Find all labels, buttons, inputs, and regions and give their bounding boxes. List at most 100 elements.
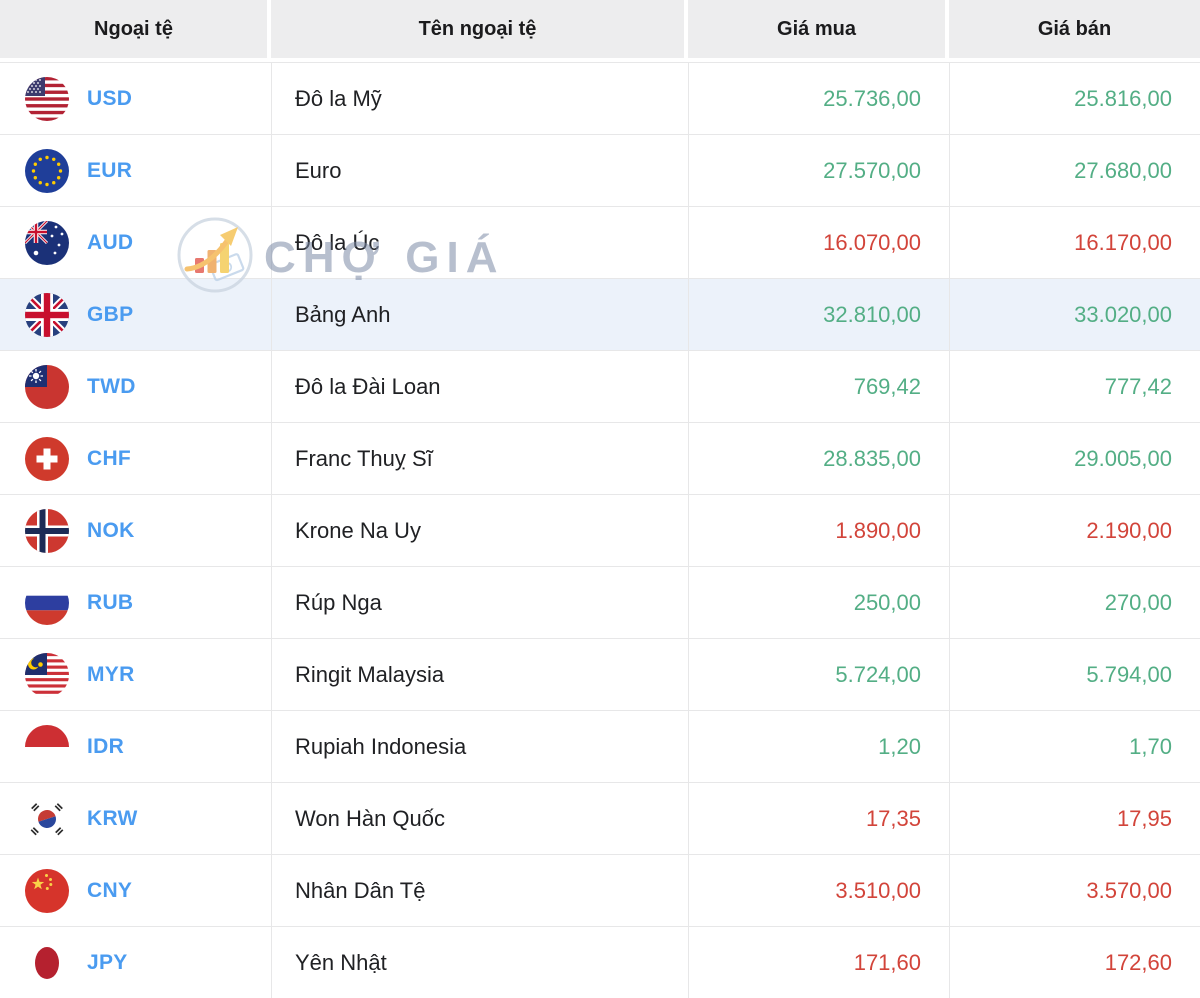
buy-price: 250,00 bbox=[854, 590, 921, 616]
sell-price-cell: 3.570,00 bbox=[949, 855, 1200, 926]
column-header-label: Giá mua bbox=[777, 18, 856, 41]
currency-name-cell: Ringit Malaysia bbox=[271, 639, 688, 710]
currency-cell: MYR bbox=[0, 639, 271, 710]
ru-flag-icon bbox=[25, 581, 69, 625]
buy-price: 32.810,00 bbox=[823, 302, 921, 328]
currency-name-cell: Rupiah Indonesia bbox=[271, 711, 688, 782]
table-row[interactable]: RUB Rúp Nga 250,00 270,00 bbox=[0, 566, 1200, 638]
sell-price: 29.005,00 bbox=[1074, 446, 1172, 472]
currency-code: AUD bbox=[87, 231, 133, 255]
table-row[interactable]: NOK Krone Na Uy 1.890,00 2.190,00 bbox=[0, 494, 1200, 566]
currency-code: KRW bbox=[87, 807, 138, 831]
currency-cell: AUD bbox=[0, 207, 271, 278]
buy-price-cell: 32.810,00 bbox=[688, 279, 949, 350]
column-header-label: Tên ngoại tệ bbox=[419, 18, 537, 41]
table-row[interactable]: KRW Won Hàn Quốc 17,35 17,95 bbox=[0, 782, 1200, 854]
buy-price-cell: 5.724,00 bbox=[688, 639, 949, 710]
table-row[interactable]: MYR Ringit Malaysia 5.724,00 5.794,00 bbox=[0, 638, 1200, 710]
sell-price: 27.680,00 bbox=[1074, 158, 1172, 184]
currency-name: Euro bbox=[295, 158, 341, 184]
currency-name: Won Hàn Quốc bbox=[295, 806, 445, 832]
column-header-label: Ngoại tệ bbox=[94, 18, 173, 41]
sell-price-cell: 27.680,00 bbox=[949, 135, 1200, 206]
kr-flag-icon bbox=[25, 797, 69, 841]
table-row[interactable]: CNY Nhân Dân Tệ 3.510,00 3.570,00 bbox=[0, 854, 1200, 926]
currency-code: USD bbox=[87, 87, 132, 111]
currency-name-cell: Euro bbox=[271, 135, 688, 206]
currency-name: Krone Na Uy bbox=[295, 518, 421, 544]
table-row[interactable]: CHF Franc Thuỵ Sĩ 28.835,00 29.005,00 bbox=[0, 422, 1200, 494]
currency-name-cell: Krone Na Uy bbox=[271, 495, 688, 566]
currency-name-cell: Yên Nhật bbox=[271, 927, 688, 998]
currency-code: CHF bbox=[87, 447, 131, 471]
buy-price: 171,60 bbox=[854, 950, 921, 976]
table-header: Ngoại tệ Tên ngoại tệ Giá mua Giá bán bbox=[0, 0, 1200, 58]
currency-code: CNY bbox=[87, 879, 132, 903]
ch-flag-icon bbox=[25, 437, 69, 481]
sell-price: 270,00 bbox=[1105, 590, 1172, 616]
sell-price: 5.794,00 bbox=[1086, 662, 1172, 688]
sell-price: 17,95 bbox=[1117, 806, 1172, 832]
sell-price-cell: 17,95 bbox=[949, 783, 1200, 854]
buy-price: 27.570,00 bbox=[823, 158, 921, 184]
currency-cell: EUR bbox=[0, 135, 271, 206]
buy-price: 769,42 bbox=[854, 374, 921, 400]
currency-code: JPY bbox=[87, 951, 128, 975]
no-flag-icon bbox=[25, 509, 69, 553]
currency-code: TWD bbox=[87, 375, 136, 399]
buy-price: 17,35 bbox=[866, 806, 921, 832]
buy-price-cell: 1.890,00 bbox=[688, 495, 949, 566]
buy-price-cell: 1,20 bbox=[688, 711, 949, 782]
table-row[interactable]: EUR Euro 27.570,00 27.680,00 bbox=[0, 134, 1200, 206]
table-row[interactable]: JPY Yên Nhật 171,60 172,60 bbox=[0, 926, 1200, 998]
column-header-currency-name: Tên ngoại tệ bbox=[271, 0, 688, 58]
column-header-sell-price: Giá bán bbox=[949, 0, 1200, 58]
table-row[interactable]: IDR Rupiah Indonesia 1,20 1,70 bbox=[0, 710, 1200, 782]
currency-cell: USD bbox=[0, 63, 271, 134]
currency-cell: CNY bbox=[0, 855, 271, 926]
table-row[interactable]: USD Đô la Mỹ 25.736,00 25.816,00 bbox=[0, 62, 1200, 134]
table-body: USD Đô la Mỹ 25.736,00 25.816,00 EUR Eur… bbox=[0, 62, 1200, 998]
sell-price-cell: 1,70 bbox=[949, 711, 1200, 782]
buy-price: 1.890,00 bbox=[835, 518, 921, 544]
sell-price-cell: 29.005,00 bbox=[949, 423, 1200, 494]
buy-price-cell: 25.736,00 bbox=[688, 63, 949, 134]
currency-name: Đô la Đài Loan bbox=[295, 374, 441, 400]
currency-name: Rúp Nga bbox=[295, 590, 382, 616]
buy-price-cell: 28.835,00 bbox=[688, 423, 949, 494]
buy-price-cell: 27.570,00 bbox=[688, 135, 949, 206]
sell-price: 33.020,00 bbox=[1074, 302, 1172, 328]
sell-price: 777,42 bbox=[1105, 374, 1172, 400]
buy-price: 28.835,00 bbox=[823, 446, 921, 472]
sell-price-cell: 172,60 bbox=[949, 927, 1200, 998]
table-row[interactable]: TWD Đô la Đài Loan 769,42 777,42 bbox=[0, 350, 1200, 422]
currency-name: Nhân Dân Tệ bbox=[295, 878, 425, 904]
my-flag-icon bbox=[25, 653, 69, 697]
us-flag-icon bbox=[25, 77, 69, 121]
sell-price: 172,60 bbox=[1105, 950, 1172, 976]
currency-cell: RUB bbox=[0, 567, 271, 638]
au-flag-icon bbox=[25, 221, 69, 265]
sell-price-cell: 25.816,00 bbox=[949, 63, 1200, 134]
buy-price: 16.070,00 bbox=[823, 230, 921, 256]
sell-price: 3.570,00 bbox=[1086, 878, 1172, 904]
currency-name-cell: Đô la Đài Loan bbox=[271, 351, 688, 422]
buy-price: 1,20 bbox=[878, 734, 921, 760]
currency-name: Đô la Mỹ bbox=[295, 86, 382, 112]
eu-flag-icon bbox=[25, 149, 69, 193]
currency-name-cell: Franc Thuỵ Sĩ bbox=[271, 423, 688, 494]
currency-cell: IDR bbox=[0, 711, 271, 782]
buy-price-cell: 17,35 bbox=[688, 783, 949, 854]
sell-price-cell: 777,42 bbox=[949, 351, 1200, 422]
currency-name-cell: Won Hàn Quốc bbox=[271, 783, 688, 854]
currency-name: Ringit Malaysia bbox=[295, 662, 444, 688]
sell-price: 25.816,00 bbox=[1074, 86, 1172, 112]
currency-name: Rupiah Indonesia bbox=[295, 734, 466, 760]
currency-name: Yên Nhật bbox=[295, 950, 387, 976]
column-header-currency: Ngoại tệ bbox=[0, 0, 271, 58]
tw-flag-icon bbox=[25, 365, 69, 409]
table-row[interactable]: AUD Đô la Úc 16.070,00 16.170,00 bbox=[0, 206, 1200, 278]
table-row[interactable]: GBP Bảng Anh 32.810,00 33.020,00 bbox=[0, 278, 1200, 350]
jp-flag-icon bbox=[25, 941, 69, 985]
